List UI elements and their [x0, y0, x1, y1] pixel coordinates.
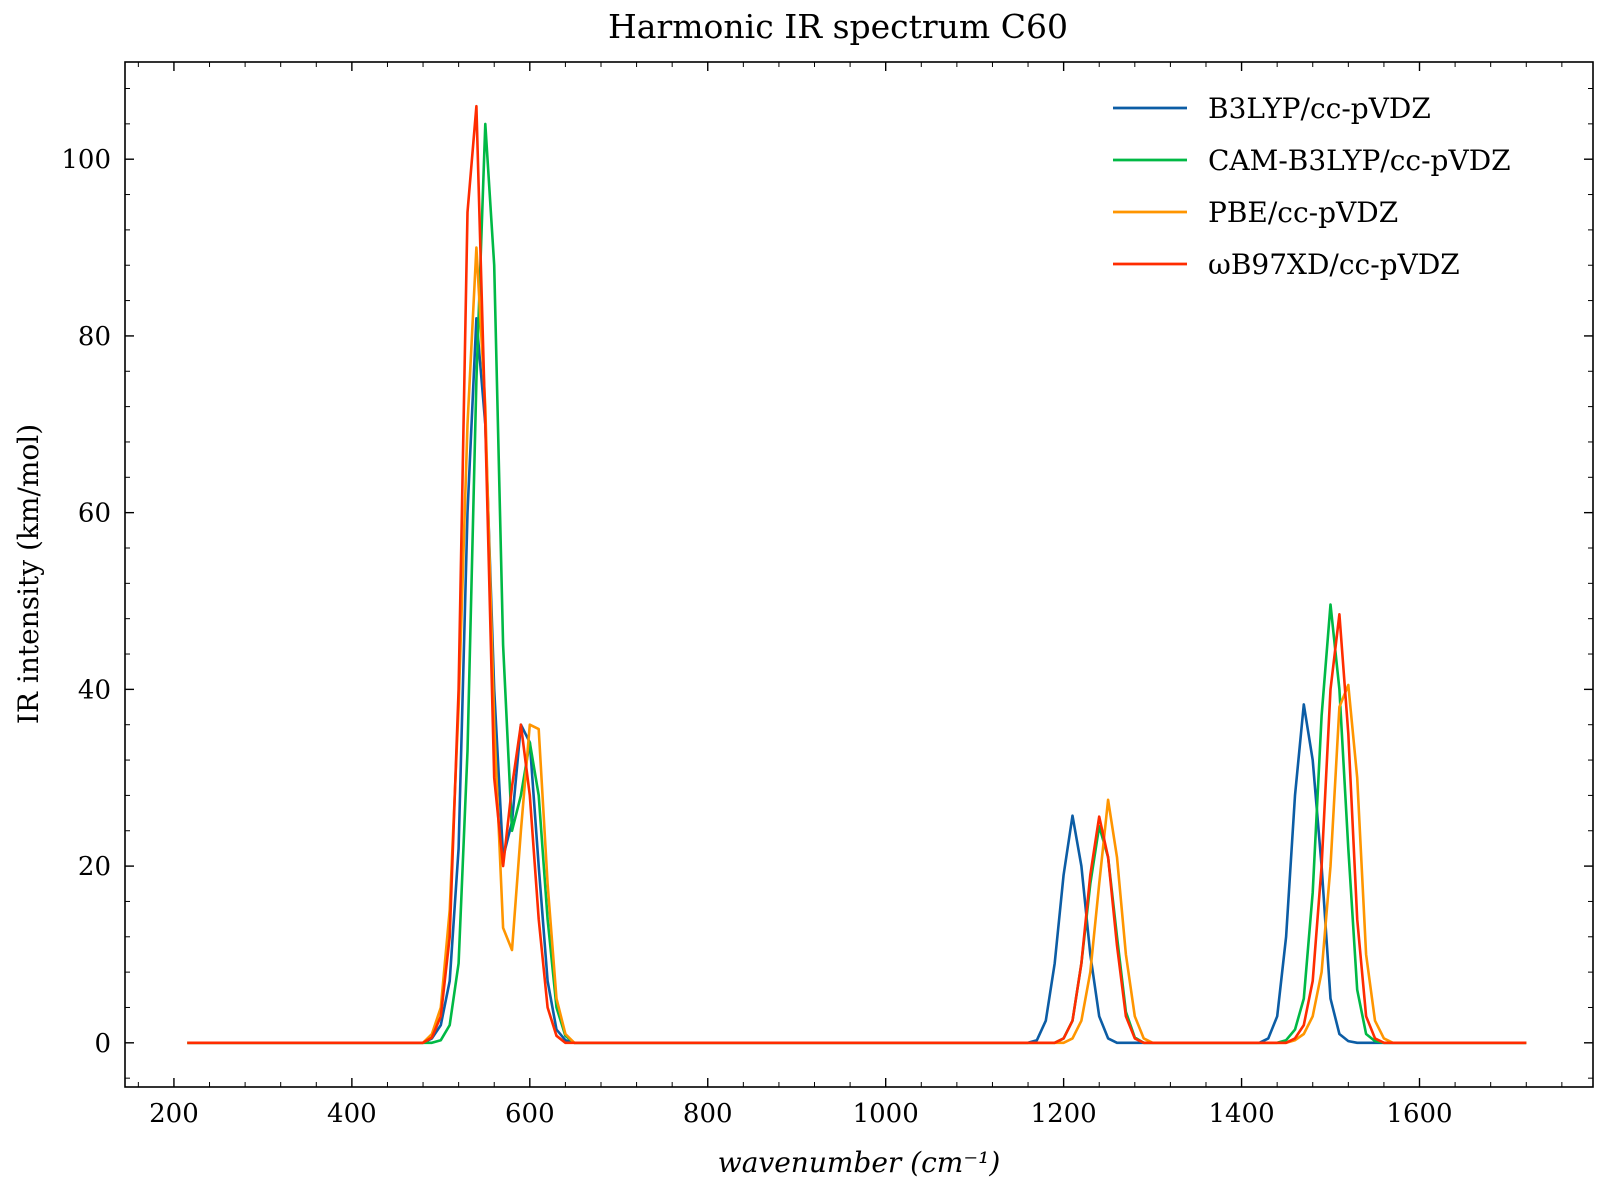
chart-title: Harmonic IR spectrum C60: [608, 7, 1068, 46]
legend-label: ωB97XD/cc-pVDZ: [1208, 248, 1460, 281]
y-tick-label: 100: [61, 145, 111, 175]
y-tick-label: 0: [94, 1029, 111, 1059]
legend: B3LYP/cc-pVDZ CAM-B3LYP/cc-pVDZ PBE/cc-pVD…: [1113, 92, 1511, 281]
x-tick-label: 1200: [1031, 1099, 1097, 1129]
y-tick-label: 80: [78, 322, 111, 352]
x-tick-label: 1400: [1208, 1099, 1274, 1129]
axis-ticks: 200 400 600 800 1000 1200 1400 1600 0 20 40 60 80 100: [61, 62, 1593, 1129]
x-tick-label: 600: [505, 1099, 555, 1129]
y-tick-label: 40: [78, 675, 111, 705]
series-line-3: [187, 104, 1527, 1045]
x-tick-label: 200: [149, 1099, 199, 1129]
y-axis-label: IR intensity (km/mol): [12, 424, 45, 724]
plot-area: [187, 104, 1527, 1045]
x-tick-label: 1600: [1386, 1099, 1452, 1129]
x-axis-label: wavenumber (cm⁻¹): [718, 1146, 1001, 1179]
legend-label: CAM-B3LYP/cc-pVDZ: [1208, 144, 1511, 177]
series-line-0: [187, 317, 1527, 1045]
x-tick-label: 400: [327, 1099, 377, 1129]
y-tick-label: 60: [78, 499, 111, 529]
y-tick-label: 20: [78, 852, 111, 882]
plot-frame: [124, 61, 1594, 1088]
series-line-2: [187, 246, 1527, 1045]
x-tick-label: 800: [683, 1099, 733, 1129]
x-tick-label: 1000: [853, 1099, 919, 1129]
legend-label: B3LYP/cc-pVDZ: [1208, 92, 1431, 125]
legend-label: PBE/cc-pVDZ: [1208, 196, 1398, 229]
